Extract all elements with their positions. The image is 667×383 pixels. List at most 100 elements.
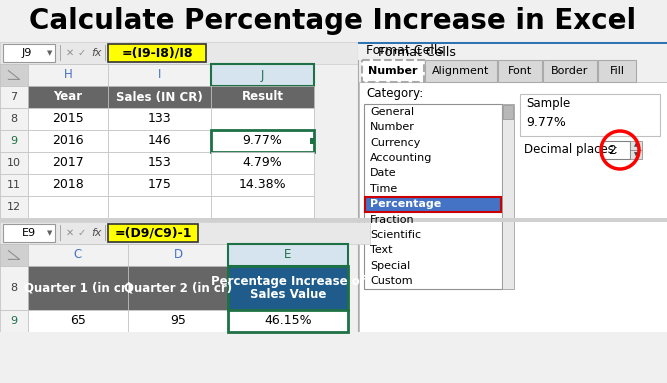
Text: Format Cells: Format Cells bbox=[378, 46, 456, 59]
Bar bbox=[28, 174, 108, 196]
Bar bbox=[28, 130, 108, 152]
Text: Fill: Fill bbox=[610, 66, 624, 76]
Text: 146: 146 bbox=[147, 134, 171, 147]
Bar bbox=[310, 138, 314, 144]
Text: Border: Border bbox=[552, 66, 589, 76]
Bar bbox=[28, 310, 128, 332]
Text: Decimal places:: Decimal places: bbox=[524, 144, 618, 157]
Bar bbox=[630, 141, 642, 150]
Bar bbox=[0, 332, 667, 383]
Text: 14.38%: 14.38% bbox=[239, 178, 286, 192]
Text: 9.77%: 9.77% bbox=[243, 134, 282, 147]
Bar bbox=[0, 0, 667, 42]
Text: General: General bbox=[370, 107, 414, 117]
Bar bbox=[3, 224, 55, 242]
Text: ✕: ✕ bbox=[66, 48, 74, 58]
Bar bbox=[211, 152, 314, 174]
Text: I: I bbox=[158, 69, 161, 82]
Text: Scientific: Scientific bbox=[370, 230, 421, 240]
Text: 2016: 2016 bbox=[52, 134, 84, 147]
Text: ▼: ▼ bbox=[47, 230, 53, 236]
Text: Percentage Increase of: Percentage Increase of bbox=[211, 275, 365, 288]
Bar bbox=[498, 60, 542, 82]
Bar bbox=[425, 60, 497, 82]
Bar bbox=[503, 105, 513, 119]
Text: ▲: ▲ bbox=[634, 142, 638, 147]
Bar bbox=[60, 45, 61, 61]
Text: Currency: Currency bbox=[370, 137, 420, 147]
Bar bbox=[28, 196, 108, 218]
Text: J9: J9 bbox=[22, 48, 33, 58]
Text: 4.79%: 4.79% bbox=[243, 157, 282, 170]
Bar bbox=[108, 224, 198, 242]
Text: ✕: ✕ bbox=[66, 228, 74, 238]
Bar bbox=[365, 196, 501, 212]
Text: Date: Date bbox=[370, 169, 397, 178]
Bar bbox=[0, 152, 28, 174]
Bar bbox=[0, 244, 348, 310]
Text: E9: E9 bbox=[22, 228, 36, 238]
Text: 8: 8 bbox=[11, 283, 17, 293]
Bar bbox=[0, 310, 28, 332]
Text: Number: Number bbox=[368, 66, 418, 76]
Bar bbox=[28, 64, 108, 86]
Text: E: E bbox=[284, 249, 291, 262]
Bar bbox=[228, 266, 348, 310]
Text: ▼: ▼ bbox=[634, 152, 638, 157]
Bar bbox=[0, 222, 370, 244]
Text: Number: Number bbox=[370, 122, 415, 132]
Bar bbox=[0, 108, 28, 130]
Text: H: H bbox=[63, 69, 73, 82]
Text: 133: 133 bbox=[147, 113, 171, 126]
Text: ▼: ▼ bbox=[47, 50, 53, 56]
Bar bbox=[602, 141, 630, 159]
Bar bbox=[28, 152, 108, 174]
Text: 10: 10 bbox=[7, 158, 21, 168]
Bar bbox=[359, 82, 667, 337]
Bar bbox=[108, 86, 211, 108]
Text: ✓: ✓ bbox=[78, 228, 86, 238]
Bar bbox=[108, 64, 211, 86]
Bar bbox=[211, 64, 314, 86]
Bar bbox=[28, 108, 108, 130]
Text: 12: 12 bbox=[7, 202, 21, 212]
Bar bbox=[211, 196, 314, 218]
Bar bbox=[3, 44, 55, 62]
Text: Year: Year bbox=[53, 90, 83, 103]
Text: 153: 153 bbox=[147, 157, 171, 170]
Bar bbox=[0, 64, 314, 218]
Text: 2017: 2017 bbox=[52, 157, 84, 170]
Text: Category:: Category: bbox=[366, 87, 424, 100]
Text: Special: Special bbox=[370, 261, 410, 271]
Bar bbox=[60, 225, 61, 241]
Text: Quarter 2 (in cr): Quarter 2 (in cr) bbox=[124, 282, 232, 295]
Bar bbox=[108, 108, 211, 130]
Text: D: D bbox=[173, 249, 183, 262]
Bar bbox=[28, 86, 108, 108]
Bar bbox=[362, 60, 424, 82]
Bar bbox=[543, 60, 597, 82]
Bar bbox=[0, 196, 28, 218]
Text: 65: 65 bbox=[70, 314, 86, 327]
Bar bbox=[28, 266, 128, 310]
Text: Accounting: Accounting bbox=[370, 153, 432, 163]
Text: 175: 175 bbox=[147, 178, 171, 192]
Text: Percentage: Percentage bbox=[370, 199, 442, 209]
Bar bbox=[520, 94, 660, 136]
Text: Quarter 1 (in cr): Quarter 1 (in cr) bbox=[24, 282, 132, 295]
Text: =(I9-I8)/I8: =(I9-I8)/I8 bbox=[121, 46, 193, 59]
Text: C: C bbox=[74, 249, 82, 262]
Text: 8: 8 bbox=[11, 114, 17, 124]
Bar bbox=[105, 45, 106, 61]
Text: Format Cells: Format Cells bbox=[366, 44, 444, 57]
Bar bbox=[128, 244, 228, 266]
Bar bbox=[108, 130, 211, 152]
Bar bbox=[0, 130, 28, 152]
Bar bbox=[358, 42, 667, 337]
Text: Result: Result bbox=[241, 90, 283, 103]
Text: Time: Time bbox=[370, 184, 398, 194]
Bar bbox=[0, 244, 28, 266]
Bar bbox=[0, 86, 28, 108]
Text: 7: 7 bbox=[11, 92, 17, 102]
Bar bbox=[28, 244, 128, 266]
